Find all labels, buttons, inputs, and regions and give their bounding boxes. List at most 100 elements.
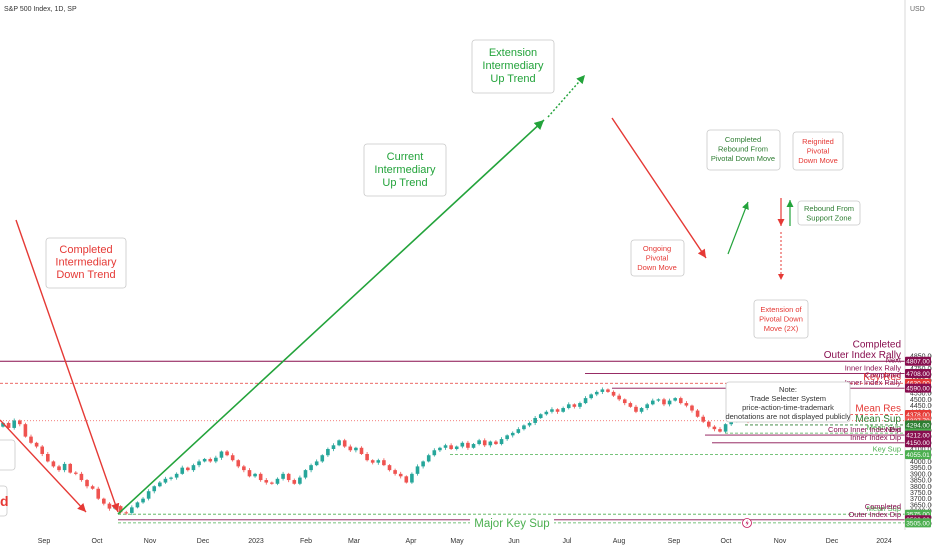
callout-current-uptrend (363, 143, 447, 197)
candle-body (376, 460, 381, 463)
candle-body (432, 450, 437, 456)
callout-current-uptrend-text-line-3: Up Trend (382, 177, 427, 189)
level-label-line-1: Next (886, 356, 902, 365)
candle-body (438, 447, 442, 451)
candle-body (650, 400, 655, 405)
candle-body (163, 478, 168, 483)
candle-body (443, 445, 448, 448)
x-tick-label: May (450, 538, 464, 545)
candle-body (611, 391, 616, 396)
candle-body (309, 465, 313, 471)
left-cut-callout (0, 439, 16, 471)
price-tag (905, 356, 931, 366)
candle-body (286, 473, 291, 481)
callout-ongoing (630, 239, 685, 277)
candle-body (494, 441, 498, 445)
price-tag (905, 430, 931, 440)
price-tag-text: 4807.00 (906, 359, 930, 366)
callout-rebound-support-text-line-2: Support Zone (806, 214, 851, 223)
candle-body (180, 467, 185, 474)
rebound-arrow (727, 201, 749, 255)
candle-body (589, 394, 593, 399)
candle-body (712, 426, 717, 430)
y-tick-label: 4450.00 (910, 403, 932, 410)
callout-reignited-text-line-2: Pivotal (807, 147, 830, 156)
candle-body (706, 421, 711, 427)
level-label-line-1: Mean Sup (855, 414, 901, 425)
candle-body (270, 482, 274, 484)
y-tick-label: 4000.00 (910, 459, 932, 466)
price-tag-text: 4055.01 (906, 452, 930, 459)
callout-extension-pivotal-text-line-2: Pivotal Down (759, 315, 803, 324)
candle-body (667, 400, 672, 405)
callout-extension-pivotal (753, 299, 809, 339)
x-tick-label: Nov (774, 538, 787, 545)
candle-body (29, 436, 33, 443)
callout-extension-uptrend-text-line-2: Intermediary (482, 60, 544, 72)
price-tag-text: 4378.00 (906, 412, 930, 419)
callout-completed-downtrend-text-line-2: Intermediary (55, 257, 117, 269)
callout-current-uptrend-text-line-1: Current (387, 151, 424, 163)
level-label-line-2: Inner Index Rally (845, 364, 902, 373)
candle-body (23, 424, 28, 437)
x-tick-label: Dec (197, 538, 210, 545)
candle-body (348, 446, 353, 451)
candle-body (634, 406, 638, 412)
y-tick-label: 3750.00 (910, 490, 932, 497)
candle-body (253, 473, 257, 477)
candle-body (303, 470, 308, 478)
candle-body (74, 472, 78, 474)
level-label-line-1: Completed (853, 340, 901, 351)
callout-ongoing-text-line-3: Down Move (637, 263, 677, 272)
candle-body (566, 404, 571, 409)
callout-rebound-support-text-line-1: Rebound From (804, 204, 854, 213)
callout-reignited-text-line-3: Down Move (798, 156, 838, 165)
callout-extension-uptrend-text-line-1: Extension (489, 47, 537, 59)
level-label-line-2: Outer Index Dip (848, 510, 901, 519)
price-tag-text: 4590.00 (906, 386, 930, 393)
candle-body (90, 486, 95, 489)
candle-body (426, 455, 431, 462)
candle-body (186, 467, 190, 471)
candle-body (505, 435, 509, 440)
lightning-icon-glyph (745, 519, 749, 527)
candle-body (482, 440, 487, 446)
candle-body (236, 460, 241, 467)
x-tick-label: Dec (826, 538, 839, 545)
x-tick-label: Sep (38, 538, 51, 545)
candle-body (141, 498, 145, 503)
y-tick-label: 4100.00 (910, 447, 932, 454)
price-tag-text: 4212.00 (906, 433, 930, 440)
candle-body (191, 465, 196, 471)
x-axis: Sep Oct Nov Dec 2023 Feb Mar Apr May Jun Jul Aug Sep… (38, 538, 892, 545)
level-label-line-1: Completed (865, 370, 901, 379)
candle-body (701, 416, 705, 422)
candle-body (510, 432, 515, 436)
candle-body (499, 439, 504, 445)
candle-body (690, 405, 694, 411)
candle-body (331, 445, 336, 450)
candle-body (230, 455, 235, 461)
note-text-line-4: denotations are not displayed publicly (725, 412, 850, 421)
candle-body (533, 417, 537, 423)
callout-extension-uptrend-text-line-3: Up Trend (490, 73, 535, 85)
candle-body (594, 391, 599, 395)
candle-body (46, 453, 50, 462)
y-tick-label: 3950.00 (910, 465, 932, 472)
settings-button[interactable] (742, 518, 752, 528)
pivotal-down-move-line (611, 117, 707, 259)
candle-body (471, 444, 476, 448)
price-tag (905, 450, 931, 460)
major-key-sup-label: Major Key Sup (474, 518, 549, 530)
candle-body (454, 446, 459, 450)
extension-uptrend-line (547, 74, 586, 118)
candle-body (544, 411, 549, 415)
x-tick-label: Feb (300, 538, 312, 545)
price-tag (905, 420, 931, 430)
candle-body (79, 473, 84, 481)
y-tick-label: 4550.00 (910, 391, 932, 398)
level-label-line-1: Mean Sup (867, 504, 901, 513)
